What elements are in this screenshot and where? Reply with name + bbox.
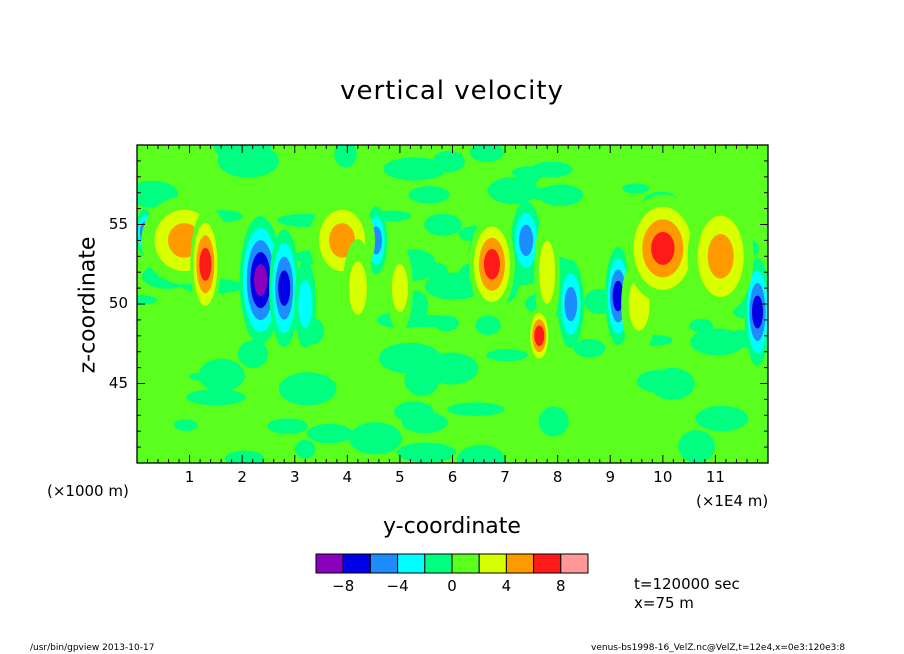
y-tick-label: 50	[108, 294, 128, 312]
contour-lobe	[253, 264, 268, 297]
field-patch	[401, 413, 441, 426]
colorbar-swatch	[424, 553, 453, 574]
x-tick-label: 11	[705, 468, 725, 486]
x-axis-label: y-coordinate	[383, 514, 521, 539]
field-patch	[186, 389, 246, 406]
field-background	[137, 145, 768, 463]
axis-ticks	[136, 144, 769, 464]
field-patch	[224, 450, 265, 463]
contour-lobe	[298, 280, 313, 328]
time-info: t=120000 sec	[634, 575, 740, 593]
field-patch	[395, 314, 455, 328]
colorbar-swatch	[342, 553, 371, 574]
x-tick-label: 1	[184, 468, 195, 486]
contour-lobe	[751, 295, 763, 329]
field-patch	[475, 315, 501, 336]
contour-lobe	[651, 231, 675, 265]
field-patch	[306, 423, 353, 444]
field-patch	[649, 367, 695, 400]
y-axis-label: z-coordinate	[75, 236, 101, 374]
colorbar-swatch	[397, 553, 426, 574]
field-patch	[456, 444, 505, 463]
field-patch	[137, 294, 158, 305]
chart-title: vertical velocity	[340, 76, 564, 106]
field-patch	[334, 145, 357, 168]
colorbar-swatch	[369, 553, 399, 574]
field-patch	[678, 430, 716, 463]
contour-lobe	[199, 247, 212, 281]
x-unit-label: (×1000 m)	[47, 482, 129, 500]
contour-lobe	[564, 286, 578, 322]
colorbar-label: −8	[332, 577, 355, 595]
field-patch	[424, 213, 462, 236]
y-tick-label: 55	[108, 214, 128, 233]
x-tick-label: 9	[605, 468, 616, 486]
footer-source: venus-bs1998-16_VelZ.nc@VelZ,t=12e4,x=0e…	[591, 643, 846, 653]
colorbar	[315, 553, 589, 574]
field-patch	[173, 419, 198, 432]
field-patch	[424, 272, 484, 300]
colorbar-swatch	[451, 553, 480, 574]
contour-lobe	[707, 233, 734, 279]
y-tick-label: 45	[108, 373, 128, 392]
contour-lobe	[391, 264, 408, 313]
colorbar-label: 0	[447, 577, 457, 595]
x-tick-label: 6	[447, 468, 458, 486]
field-patch	[408, 186, 450, 204]
contour-lobe	[534, 325, 545, 347]
colorbar-swatch	[533, 553, 562, 574]
contour-field	[137, 145, 768, 463]
contour-lobe	[278, 270, 291, 306]
footer-program: /usr/bin/gpview 2013-10-17	[30, 643, 155, 653]
field-patch	[622, 183, 650, 194]
field-patch	[383, 157, 447, 181]
colorbar-swatch	[505, 553, 535, 574]
field-patch	[267, 418, 308, 434]
field-patch	[486, 349, 528, 362]
contour-lobe	[329, 223, 356, 258]
field-patch	[573, 338, 606, 358]
x-tick-label: 5	[395, 468, 405, 486]
field-patch	[695, 405, 749, 432]
field-patch	[213, 145, 271, 163]
field-patch	[527, 186, 578, 202]
contour-lobe	[348, 261, 367, 315]
contour-lobe	[539, 240, 556, 304]
field-patch	[689, 318, 714, 333]
field-patch	[198, 358, 245, 392]
field-patch	[487, 177, 538, 205]
field-patch	[396, 442, 456, 463]
x-tick-label: 8	[552, 468, 563, 486]
x-tick-label: 10	[653, 468, 673, 486]
field-patch	[348, 422, 402, 455]
field-patch	[469, 145, 505, 162]
field-patch	[447, 402, 505, 416]
field-patch	[378, 342, 442, 374]
field-patch	[278, 372, 337, 406]
field-patch	[538, 406, 569, 437]
x-tick-label: 3	[289, 468, 300, 486]
colorbar-swatch	[478, 553, 507, 574]
colorbar-label: −4	[386, 577, 409, 595]
x-tick-label: 2	[237, 468, 247, 486]
contour-lobe	[519, 224, 534, 257]
x-exponent-label: (×1E4 m)	[696, 492, 769, 510]
contour-lobe	[483, 249, 500, 280]
colorbar-label: 4	[501, 577, 512, 595]
field-patch	[237, 340, 269, 368]
x-tick-label: 4	[342, 468, 353, 486]
field-patch	[295, 439, 316, 459]
colorbar-label: 8	[556, 577, 566, 595]
contour-lobe	[612, 280, 624, 312]
colorbar-swatch	[315, 553, 344, 574]
x-tick-label: 7	[500, 468, 510, 486]
position-info: x=75 m	[634, 594, 694, 612]
colorbar-swatch	[560, 553, 589, 574]
